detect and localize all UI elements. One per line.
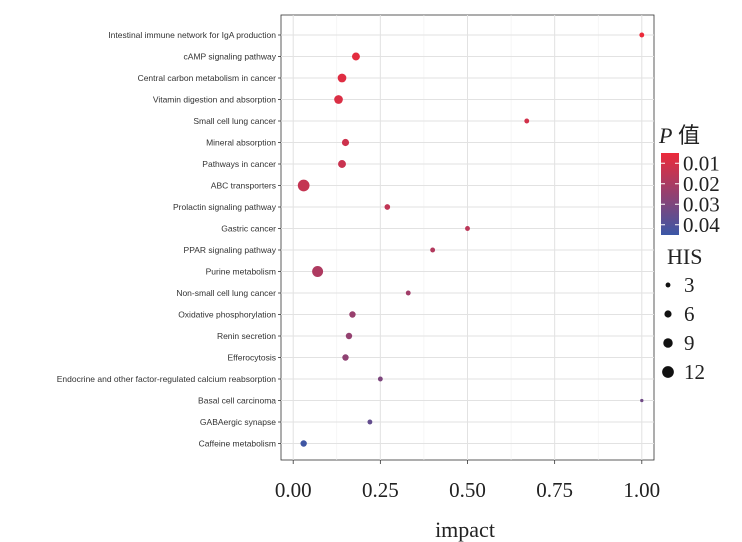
category-label: Vitamin digestion and absorption <box>153 95 276 105</box>
category-label: Caffeine metabolism <box>199 439 276 449</box>
category-label: Pathways in cancer <box>202 159 276 169</box>
data-point <box>345 332 353 340</box>
data-point <box>384 204 391 210</box>
data-point <box>341 138 350 147</box>
category-label: Small cell lung cancer <box>193 116 276 126</box>
category-label: Central carbon metabolism in cancer <box>138 73 277 83</box>
data-point <box>300 440 307 447</box>
category-label: Gastric cancer <box>221 224 276 234</box>
color-legend-label: 0.02 <box>683 172 720 196</box>
data-point <box>349 311 356 318</box>
size-legend-key <box>665 282 671 288</box>
data-point <box>465 226 470 231</box>
category-label: Prolactin signaling pathway <box>173 202 277 212</box>
category-label: GABAergic synapse <box>200 417 276 427</box>
x-axis-title: impact <box>435 517 495 542</box>
x-tick-label: 0.75 <box>536 478 573 502</box>
data-point <box>312 266 324 277</box>
category-label: ABC transporters <box>211 181 276 191</box>
color-legend-label: 0.03 <box>683 192 720 216</box>
x-tick-label: 1.00 <box>623 478 660 502</box>
data-point <box>405 290 411 296</box>
color-legend: P 值 0.010.020.030.04 <box>658 123 720 237</box>
data-points <box>297 32 645 447</box>
category-label: Intestinal immune network for IgA produc… <box>108 30 276 40</box>
color-legend-label: 0.04 <box>683 213 720 237</box>
data-point <box>367 419 373 425</box>
category-label: Renin secretion <box>217 331 276 341</box>
size-legend: HIS 3 6 9 12 <box>662 244 705 384</box>
size-legend-key <box>662 366 674 378</box>
category-label: cAMP signaling pathway <box>184 52 277 62</box>
data-point <box>338 160 346 168</box>
data-point <box>337 73 347 83</box>
category-label: Oxidative phosphorylation <box>178 310 276 320</box>
size-legend-key <box>663 338 673 348</box>
x-tick-label: 0.00 <box>275 478 312 502</box>
size-legend-label: 3 <box>684 273 695 297</box>
category-label: Efferocytosis <box>227 353 276 363</box>
color-legend-title: P 值 <box>658 123 700 148</box>
data-point <box>524 118 530 124</box>
x-axis-ticks: 0.00 0.25 0.50 0.75 1.00 <box>275 460 660 502</box>
size-legend-label: 6 <box>684 302 695 326</box>
category-label: Basal cell carcinoma <box>198 396 276 406</box>
category-label: Mineral absorption <box>206 138 276 148</box>
size-legend-label: 12 <box>684 360 705 384</box>
category-labels: Intestinal immune network for IgA produc… <box>57 30 281 449</box>
data-point <box>342 354 349 361</box>
color-legend-label: 0.01 <box>683 151 720 175</box>
category-label: Purine metabolism <box>206 267 276 277</box>
data-point <box>430 247 436 253</box>
x-tick-label: 0.50 <box>449 478 486 502</box>
data-point <box>297 179 310 192</box>
x-tick-label: 0.25 <box>362 478 399 502</box>
data-point <box>334 95 343 104</box>
color-bar <box>661 153 679 235</box>
data-point <box>351 52 360 61</box>
data-point <box>640 398 644 403</box>
data-point <box>377 376 383 382</box>
category-label: Endocrine and other factor-regulated cal… <box>57 374 277 384</box>
size-legend-label: 9 <box>684 331 695 355</box>
size-legend-title: HIS <box>667 244 702 269</box>
plot-panel <box>280 14 655 461</box>
category-label: Non-small cell lung cancer <box>176 288 276 298</box>
category-label: PPAR signaling pathway <box>184 245 277 255</box>
size-legend-key <box>664 310 672 318</box>
data-point <box>639 32 645 38</box>
